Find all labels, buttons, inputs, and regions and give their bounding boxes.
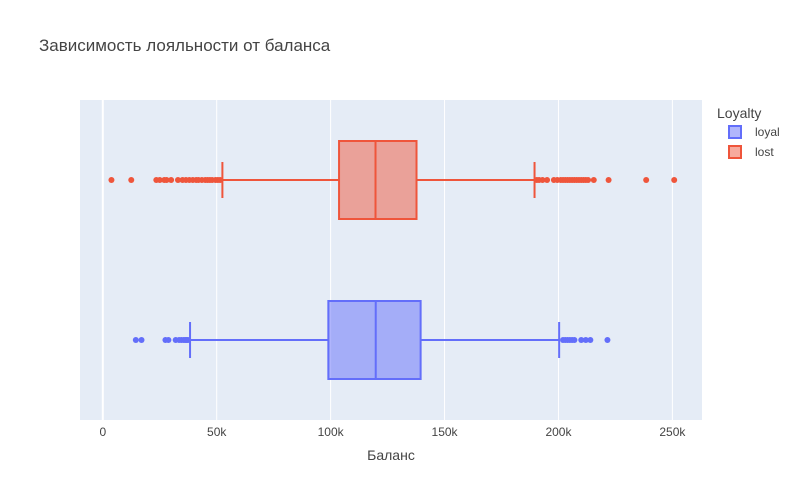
outlier-point: [571, 337, 578, 343]
outlier-point: [585, 177, 592, 183]
outlier-point: [539, 177, 546, 183]
iqr-box: [338, 140, 418, 220]
outlier-point: [590, 177, 597, 183]
x-tick-label: 150k: [432, 425, 459, 439]
x-gridlines: [101, 100, 673, 420]
chart-title: Зависимость лояльности от баланса: [39, 36, 331, 55]
legend-title: Loyalty: [717, 105, 761, 121]
outlier-point: [605, 177, 612, 183]
iqr-box: [327, 300, 422, 380]
outlier-point: [582, 337, 589, 343]
outlier-point: [138, 337, 145, 343]
x-tick-label: 50k: [207, 425, 227, 439]
outlier-point: [132, 337, 139, 343]
box-trace-lost: [108, 140, 678, 220]
legend-item-loyal[interactable]: loyal: [728, 125, 780, 139]
legend-label: lost: [755, 145, 774, 159]
outlier-point: [604, 337, 611, 343]
outlier-point: [643, 177, 650, 183]
outlier-point: [165, 337, 172, 343]
x-tick-label: 100k: [318, 425, 345, 439]
x-tick-label: 0: [99, 425, 106, 439]
legend-swatch: [728, 145, 742, 159]
outlier-point: [587, 337, 594, 343]
legend-item-lost[interactable]: lost: [728, 145, 774, 159]
outlier-point: [174, 177, 181, 183]
x-axis-title: Баланс: [367, 447, 415, 463]
outlier-point: [128, 177, 135, 183]
outlier-point: [108, 177, 115, 183]
x-tick-label: 250k: [659, 425, 686, 439]
outlier-point: [184, 337, 191, 343]
box-traces: [108, 140, 678, 380]
outlier-point: [168, 177, 175, 183]
x-tick-labels: 0 50k 100k 150k 200k 250k: [99, 425, 686, 439]
outlier-point: [578, 337, 585, 343]
box-trace-loyal: [132, 300, 611, 380]
outlier-point: [217, 177, 224, 183]
x-tick-label: 200k: [545, 425, 572, 439]
legend-label: loyal: [755, 125, 780, 139]
legend: Loyalty loyal lost: [717, 105, 780, 159]
outlier-point: [156, 177, 163, 183]
outlier-point: [671, 177, 678, 183]
outlier-point: [163, 177, 170, 183]
outlier-point: [544, 177, 551, 183]
legend-swatch: [728, 125, 742, 139]
